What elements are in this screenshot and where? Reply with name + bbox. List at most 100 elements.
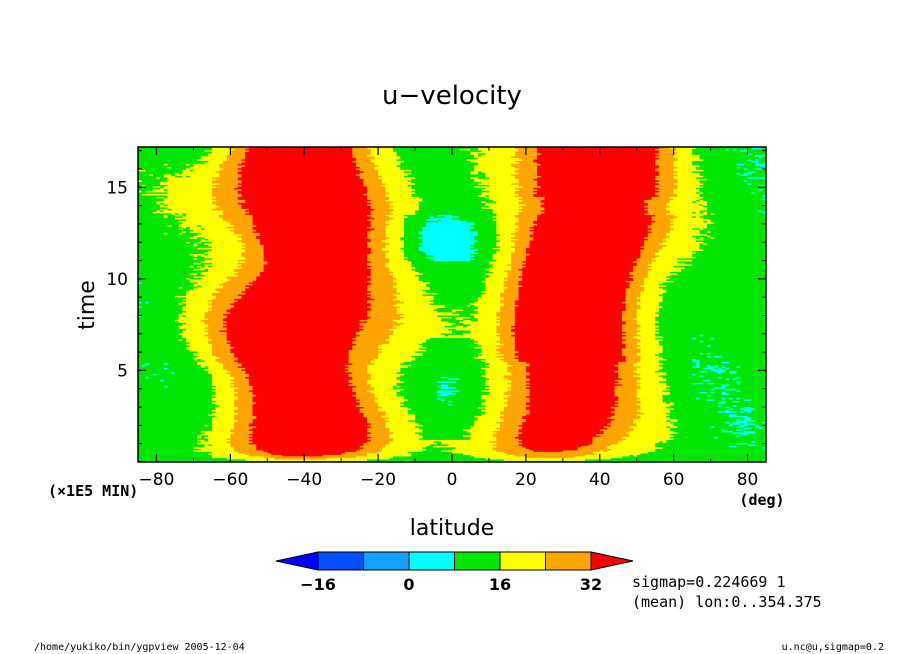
x-axis-unit: (deg) [739, 491, 784, 509]
heatmap-strip [640, 300, 663, 302]
heatmap-strip [403, 231, 420, 233]
heatmap-strip [699, 204, 704, 206]
heatmap-strip [197, 363, 224, 365]
heatmap-strip [407, 406, 479, 409]
heatmap-strip [138, 361, 198, 364]
heatmap-strip [186, 214, 220, 217]
heatmap-strip [669, 426, 678, 428]
heatmap-strip [695, 166, 737, 169]
heatmap-strip [211, 417, 235, 419]
heatmap-strip [514, 337, 623, 340]
heatmap-strip [215, 355, 235, 358]
heatmap-strip [171, 213, 176, 215]
heatmap-strip [403, 313, 460, 316]
heatmap-strip [725, 397, 730, 400]
heatmap-strip [729, 415, 748, 418]
heatmap-strip [200, 448, 235, 451]
heatmap-strip [222, 211, 250, 214]
heatmap-strip [496, 315, 516, 317]
heatmap-strip [518, 172, 538, 175]
heatmap-strip [625, 331, 638, 334]
heatmap-strip [463, 325, 468, 328]
x-tick-label: 60 [663, 470, 685, 490]
heatmap-strip [740, 150, 748, 152]
heatmap-strip [485, 273, 508, 275]
x-tick-label: 20 [515, 470, 537, 490]
heatmap-strip [418, 232, 479, 235]
heatmap-strip [226, 310, 368, 313]
heatmap-strip [355, 397, 379, 400]
heatmap-strip [677, 418, 737, 421]
heatmap-strip [367, 264, 386, 266]
heatmap-strip [729, 393, 766, 395]
heatmap-strip [699, 232, 766, 235]
heatmap-strip [669, 210, 700, 212]
heatmap-strip [459, 390, 482, 392]
heatmap-strip [621, 316, 638, 319]
heatmap-strip [433, 295, 482, 298]
heatmap-strip [237, 366, 349, 368]
heatmap-strip [389, 204, 420, 206]
heatmap-strip [496, 226, 519, 229]
heatmap-strip [514, 231, 534, 233]
heatmap-strip [138, 150, 205, 152]
heatmap-strip [359, 448, 383, 451]
heatmap-strip [219, 291, 242, 293]
heatmap-strip [355, 405, 379, 407]
heatmap-strip [415, 189, 482, 191]
heatmap-strip [507, 276, 519, 278]
heatmap-strip [736, 166, 741, 169]
heatmap-strip [215, 391, 239, 394]
heatmap-strip [138, 334, 183, 337]
heatmap-strip [536, 169, 656, 172]
heatmap-strip [444, 306, 479, 308]
heatmap-strip [692, 259, 766, 262]
heatmap-strip [211, 306, 235, 308]
heatmap-strip [481, 354, 505, 356]
heatmap-strip [496, 318, 516, 320]
heatmap-strip [237, 271, 261, 274]
heatmap-strip [149, 376, 213, 379]
heatmap-strip [197, 244, 209, 247]
heatmap-strip [655, 159, 678, 161]
heatmap-strip [754, 168, 766, 170]
heatmap-strip [743, 409, 752, 412]
heatmap-strip [666, 358, 693, 361]
heatmap-strip [400, 166, 475, 169]
heatmap-strip [426, 339, 475, 341]
heatmap-strip [211, 184, 242, 187]
heatmap-strip [138, 369, 205, 371]
heatmap-strip [248, 429, 368, 431]
heatmap-strip [673, 163, 693, 166]
heatmap-strip [189, 265, 194, 268]
heatmap-strip [503, 343, 516, 346]
heatmap-strip [706, 213, 711, 215]
heatmap-strip [463, 318, 479, 320]
heatmap-strip [234, 225, 257, 227]
heatmap-strip [370, 261, 390, 263]
heatmap-strip [237, 396, 253, 398]
heatmap-strip [230, 385, 253, 388]
heatmap-strip [263, 246, 368, 248]
heatmap-strip [762, 421, 766, 424]
heatmap-strip [529, 390, 615, 392]
heatmap-strip [263, 250, 372, 253]
heatmap-strip [204, 327, 228, 329]
heatmap-strip [669, 235, 693, 238]
heatmap-strip [699, 216, 766, 218]
heatmap-strip [167, 363, 198, 365]
heatmap-strip [658, 183, 675, 185]
heatmap-strip [699, 192, 704, 194]
heatmap-strip [189, 228, 202, 230]
heatmap-strip [237, 190, 368, 193]
heatmap-strip [348, 349, 379, 352]
heatmap-strip [418, 247, 471, 250]
heatmap-strip [392, 280, 423, 283]
heatmap-strip [703, 186, 766, 188]
heatmap-strip [344, 367, 368, 370]
heatmap-strip [396, 153, 471, 155]
heatmap-strip [522, 415, 612, 418]
heatmap-strip [367, 418, 386, 421]
heatmap-strip [259, 273, 372, 275]
heatmap-strip [706, 208, 766, 211]
